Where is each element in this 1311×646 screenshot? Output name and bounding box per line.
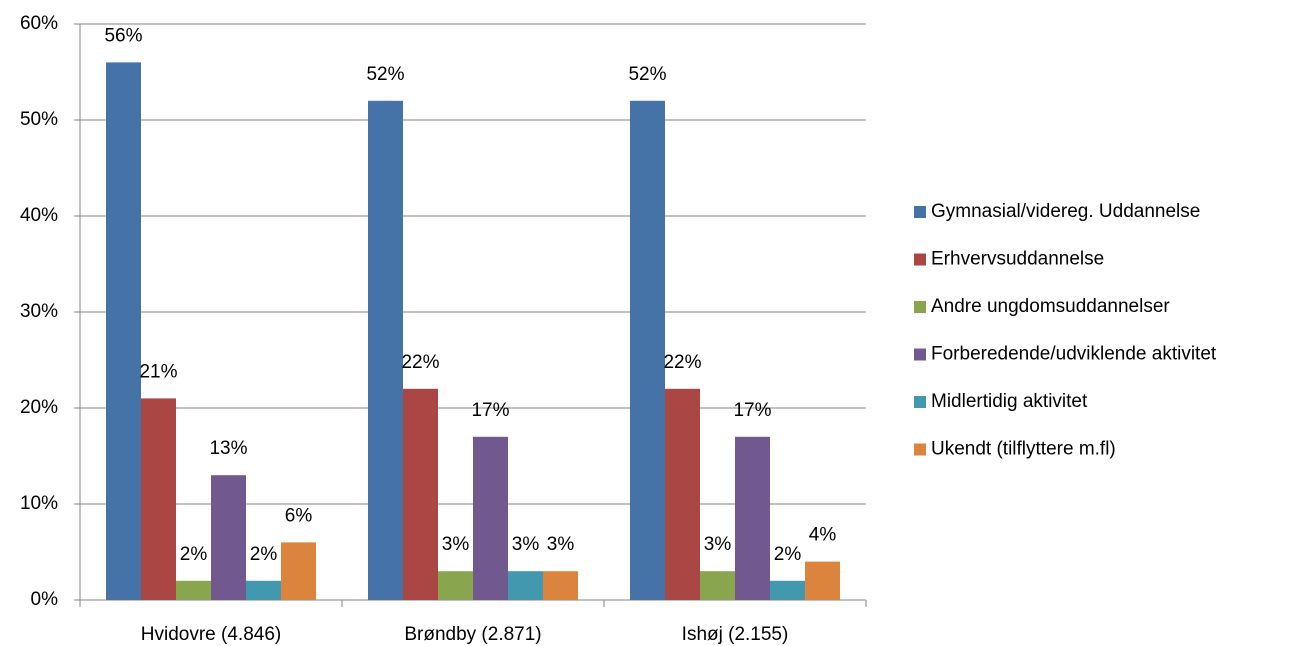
data-label: 2% — [250, 544, 278, 565]
legend-swatch — [914, 301, 926, 313]
data-label: 3% — [547, 534, 575, 555]
bar — [368, 100, 403, 601]
bar — [508, 571, 543, 600]
x-tick-label: Brøndby (2.871) — [404, 624, 541, 645]
legend-label: Ukendt (tilflyttere m.fl) — [931, 439, 1116, 460]
data-label: 6% — [285, 505, 313, 526]
legend-swatch — [914, 206, 926, 218]
bar — [246, 580, 281, 600]
data-label: 22% — [663, 352, 701, 373]
data-label: 56% — [104, 25, 142, 46]
y-tick-label: 30% — [20, 301, 58, 322]
bar — [473, 436, 508, 600]
bar — [211, 475, 246, 600]
data-label: 2% — [180, 544, 208, 565]
bar — [665, 388, 700, 600]
bar — [176, 580, 211, 600]
bar — [735, 436, 770, 600]
y-tick-label: 20% — [20, 397, 58, 418]
y-tick-label: 60% — [20, 13, 58, 34]
data-label: 13% — [209, 438, 247, 459]
bar — [403, 388, 438, 600]
legend-label: Andre ungdomsuddannelser — [931, 296, 1170, 317]
x-tick-label: Ishøj (2.155) — [682, 624, 789, 645]
y-tick-label: 0% — [31, 589, 59, 610]
bar — [281, 542, 316, 600]
data-label: 17% — [471, 400, 509, 421]
data-label: 4% — [809, 525, 837, 546]
data-label: 3% — [704, 534, 732, 555]
data-label: 17% — [733, 400, 771, 421]
bar — [700, 571, 735, 600]
bar — [438, 571, 473, 600]
data-label: 3% — [442, 534, 470, 555]
legend-swatch — [914, 396, 926, 408]
y-tick-label: 50% — [20, 109, 58, 130]
y-tick-label: 10% — [20, 493, 58, 514]
bar — [141, 398, 176, 600]
legend-swatch — [914, 443, 926, 456]
data-label: 52% — [628, 64, 666, 85]
legend-label: Gymnasial/videreg. Uddannelse — [931, 201, 1200, 222]
data-label: 52% — [366, 64, 404, 85]
bar — [106, 62, 141, 600]
data-label: 22% — [401, 352, 439, 373]
y-tick-label: 40% — [20, 205, 58, 226]
legend-label: Erhvervsuddannelse — [931, 249, 1104, 270]
x-tick-label: Hvidovre (4.846) — [141, 624, 281, 645]
legend-label: Forberedende/udviklende aktivitet — [931, 344, 1217, 365]
data-label: 2% — [774, 544, 802, 565]
bar — [543, 571, 578, 600]
bar — [770, 580, 805, 600]
data-label: 21% — [139, 361, 177, 382]
bar — [630, 100, 665, 601]
legend-label: Midlertidig aktivitet — [931, 391, 1088, 412]
bar — [805, 561, 840, 600]
legend-swatch — [914, 348, 926, 361]
data-label: 3% — [512, 534, 540, 555]
legend-swatch — [914, 253, 926, 266]
